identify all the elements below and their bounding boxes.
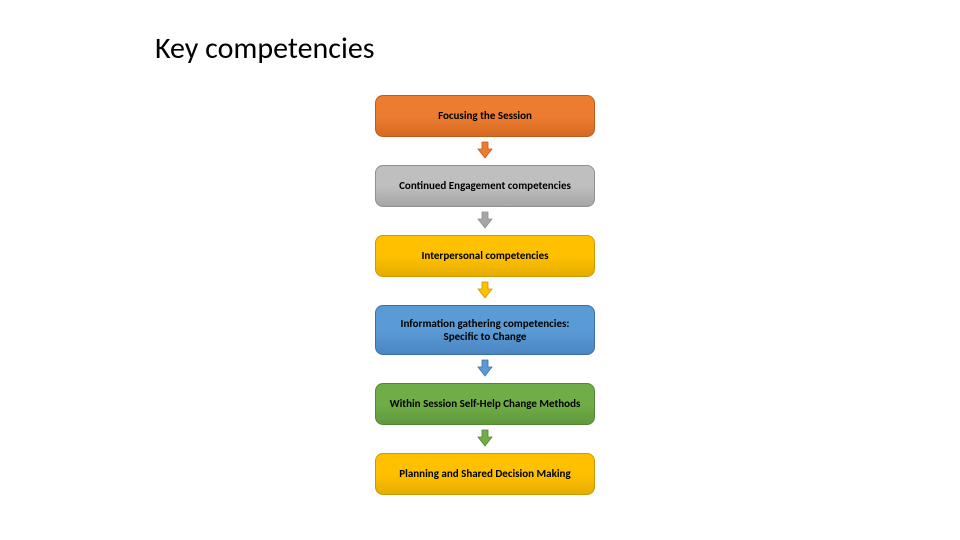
competency-box-2: Interpersonal competencies — [375, 235, 595, 277]
arrow-down-icon — [476, 281, 494, 299]
competency-box-4: Within Session Self-Help Change Methods — [375, 383, 595, 425]
competency-box-1: Continued Engagement competencies — [375, 165, 595, 207]
competency-box-label: Focusing the Session — [438, 109, 532, 122]
competency-flow: Focusing the Session Continued Engagement… — [375, 95, 595, 495]
arrow-down-icon — [476, 429, 494, 447]
arrow-down-icon — [476, 211, 494, 229]
arrow-down-icon — [476, 141, 494, 159]
competency-box-0: Focusing the Session — [375, 95, 595, 137]
competency-box-label: Interpersonal competencies — [421, 249, 548, 262]
competency-box-label: Continued Engagement competencies — [399, 179, 571, 192]
competency-box-label: Planning and Shared Decision Making — [399, 467, 570, 480]
competency-box-label: Information gathering competencies: Spec… — [388, 317, 582, 343]
competency-box-label: Within Session Self-Help Change Methods — [390, 397, 581, 410]
competency-box-5: Planning and Shared Decision Making — [375, 453, 595, 495]
competency-box-3: Information gathering competencies: Spec… — [375, 305, 595, 355]
page-title: Key competencies — [155, 30, 375, 67]
arrow-down-icon — [476, 359, 494, 377]
